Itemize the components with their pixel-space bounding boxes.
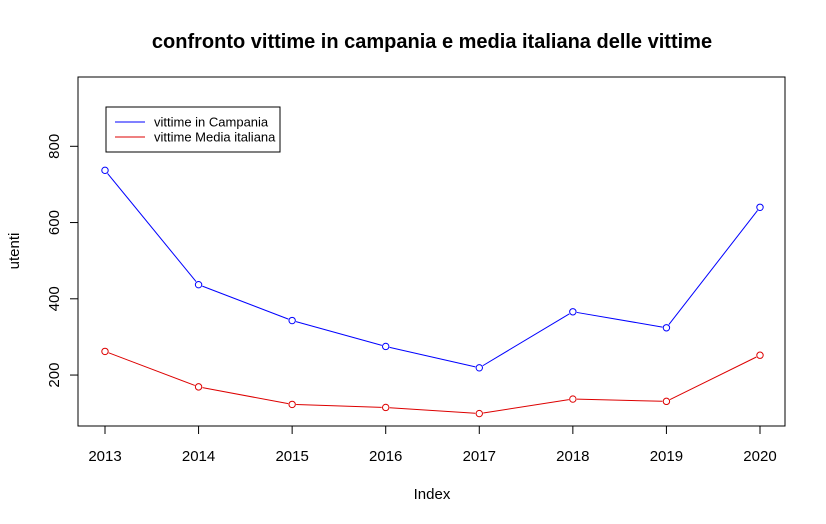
y-tick-label: 400 (46, 286, 63, 311)
legend-label: vittime in Campania (154, 115, 269, 130)
legend-box (105, 106, 281, 153)
x-tick-label: 2018 (556, 448, 589, 465)
series-line-segment (296, 404, 382, 408)
data-point (475, 409, 483, 418)
data-point (662, 324, 671, 332)
x-axis: 2013 2014 2015 2016 2017 2018 2019 2020 (88, 425, 777, 465)
series-line-segment (107, 173, 197, 282)
series-line-segment (669, 356, 757, 401)
data-point (288, 316, 296, 325)
data-point (194, 280, 203, 289)
y-tick-label: 800 (46, 134, 63, 159)
y-tick-label: 600 (46, 210, 63, 235)
series-line-segment (108, 352, 196, 386)
series-line-segment (576, 398, 663, 402)
data-point (101, 347, 109, 356)
series-line-segment (576, 311, 663, 328)
x-tick-label: 2016 (369, 448, 402, 465)
data-point (288, 400, 296, 409)
data-point (756, 203, 764, 212)
series-line-segment (202, 387, 289, 405)
x-axis-label: Index (414, 486, 451, 503)
x-tick-label: 2014 (182, 448, 215, 465)
data-point (101, 166, 109, 175)
data-point (382, 403, 390, 412)
y-axis-label: utenti (6, 233, 23, 270)
series-1 (101, 347, 764, 418)
x-tick-label: 2019 (650, 448, 683, 465)
legend-label: vittime Media italiana (154, 130, 276, 145)
data-point (569, 308, 577, 316)
chart-title: confronto vittime in campania e media it… (152, 31, 712, 53)
x-tick-label: 2013 (88, 448, 121, 465)
y-axis: 200 400 600 800 (46, 134, 79, 388)
x-tick-label: 2017 (463, 448, 496, 465)
data-point (475, 364, 483, 372)
series-line-segment (482, 313, 570, 367)
y-tick-label: 200 (46, 363, 63, 388)
series-line-segment (668, 210, 758, 325)
series-line-segment (295, 321, 382, 346)
data-point (194, 383, 203, 391)
data-point (382, 342, 390, 351)
series-line-segment (202, 285, 289, 320)
series-line-segment (389, 407, 476, 414)
data-point (569, 395, 577, 403)
x-tick-label: 2020 (743, 448, 776, 465)
data-point (756, 351, 764, 359)
data-point (662, 397, 671, 406)
series-line-segment (483, 399, 569, 414)
series-layer (101, 166, 764, 418)
x-tick-label: 2015 (275, 448, 308, 465)
series-line-segment (389, 346, 476, 368)
series-0 (101, 166, 764, 372)
